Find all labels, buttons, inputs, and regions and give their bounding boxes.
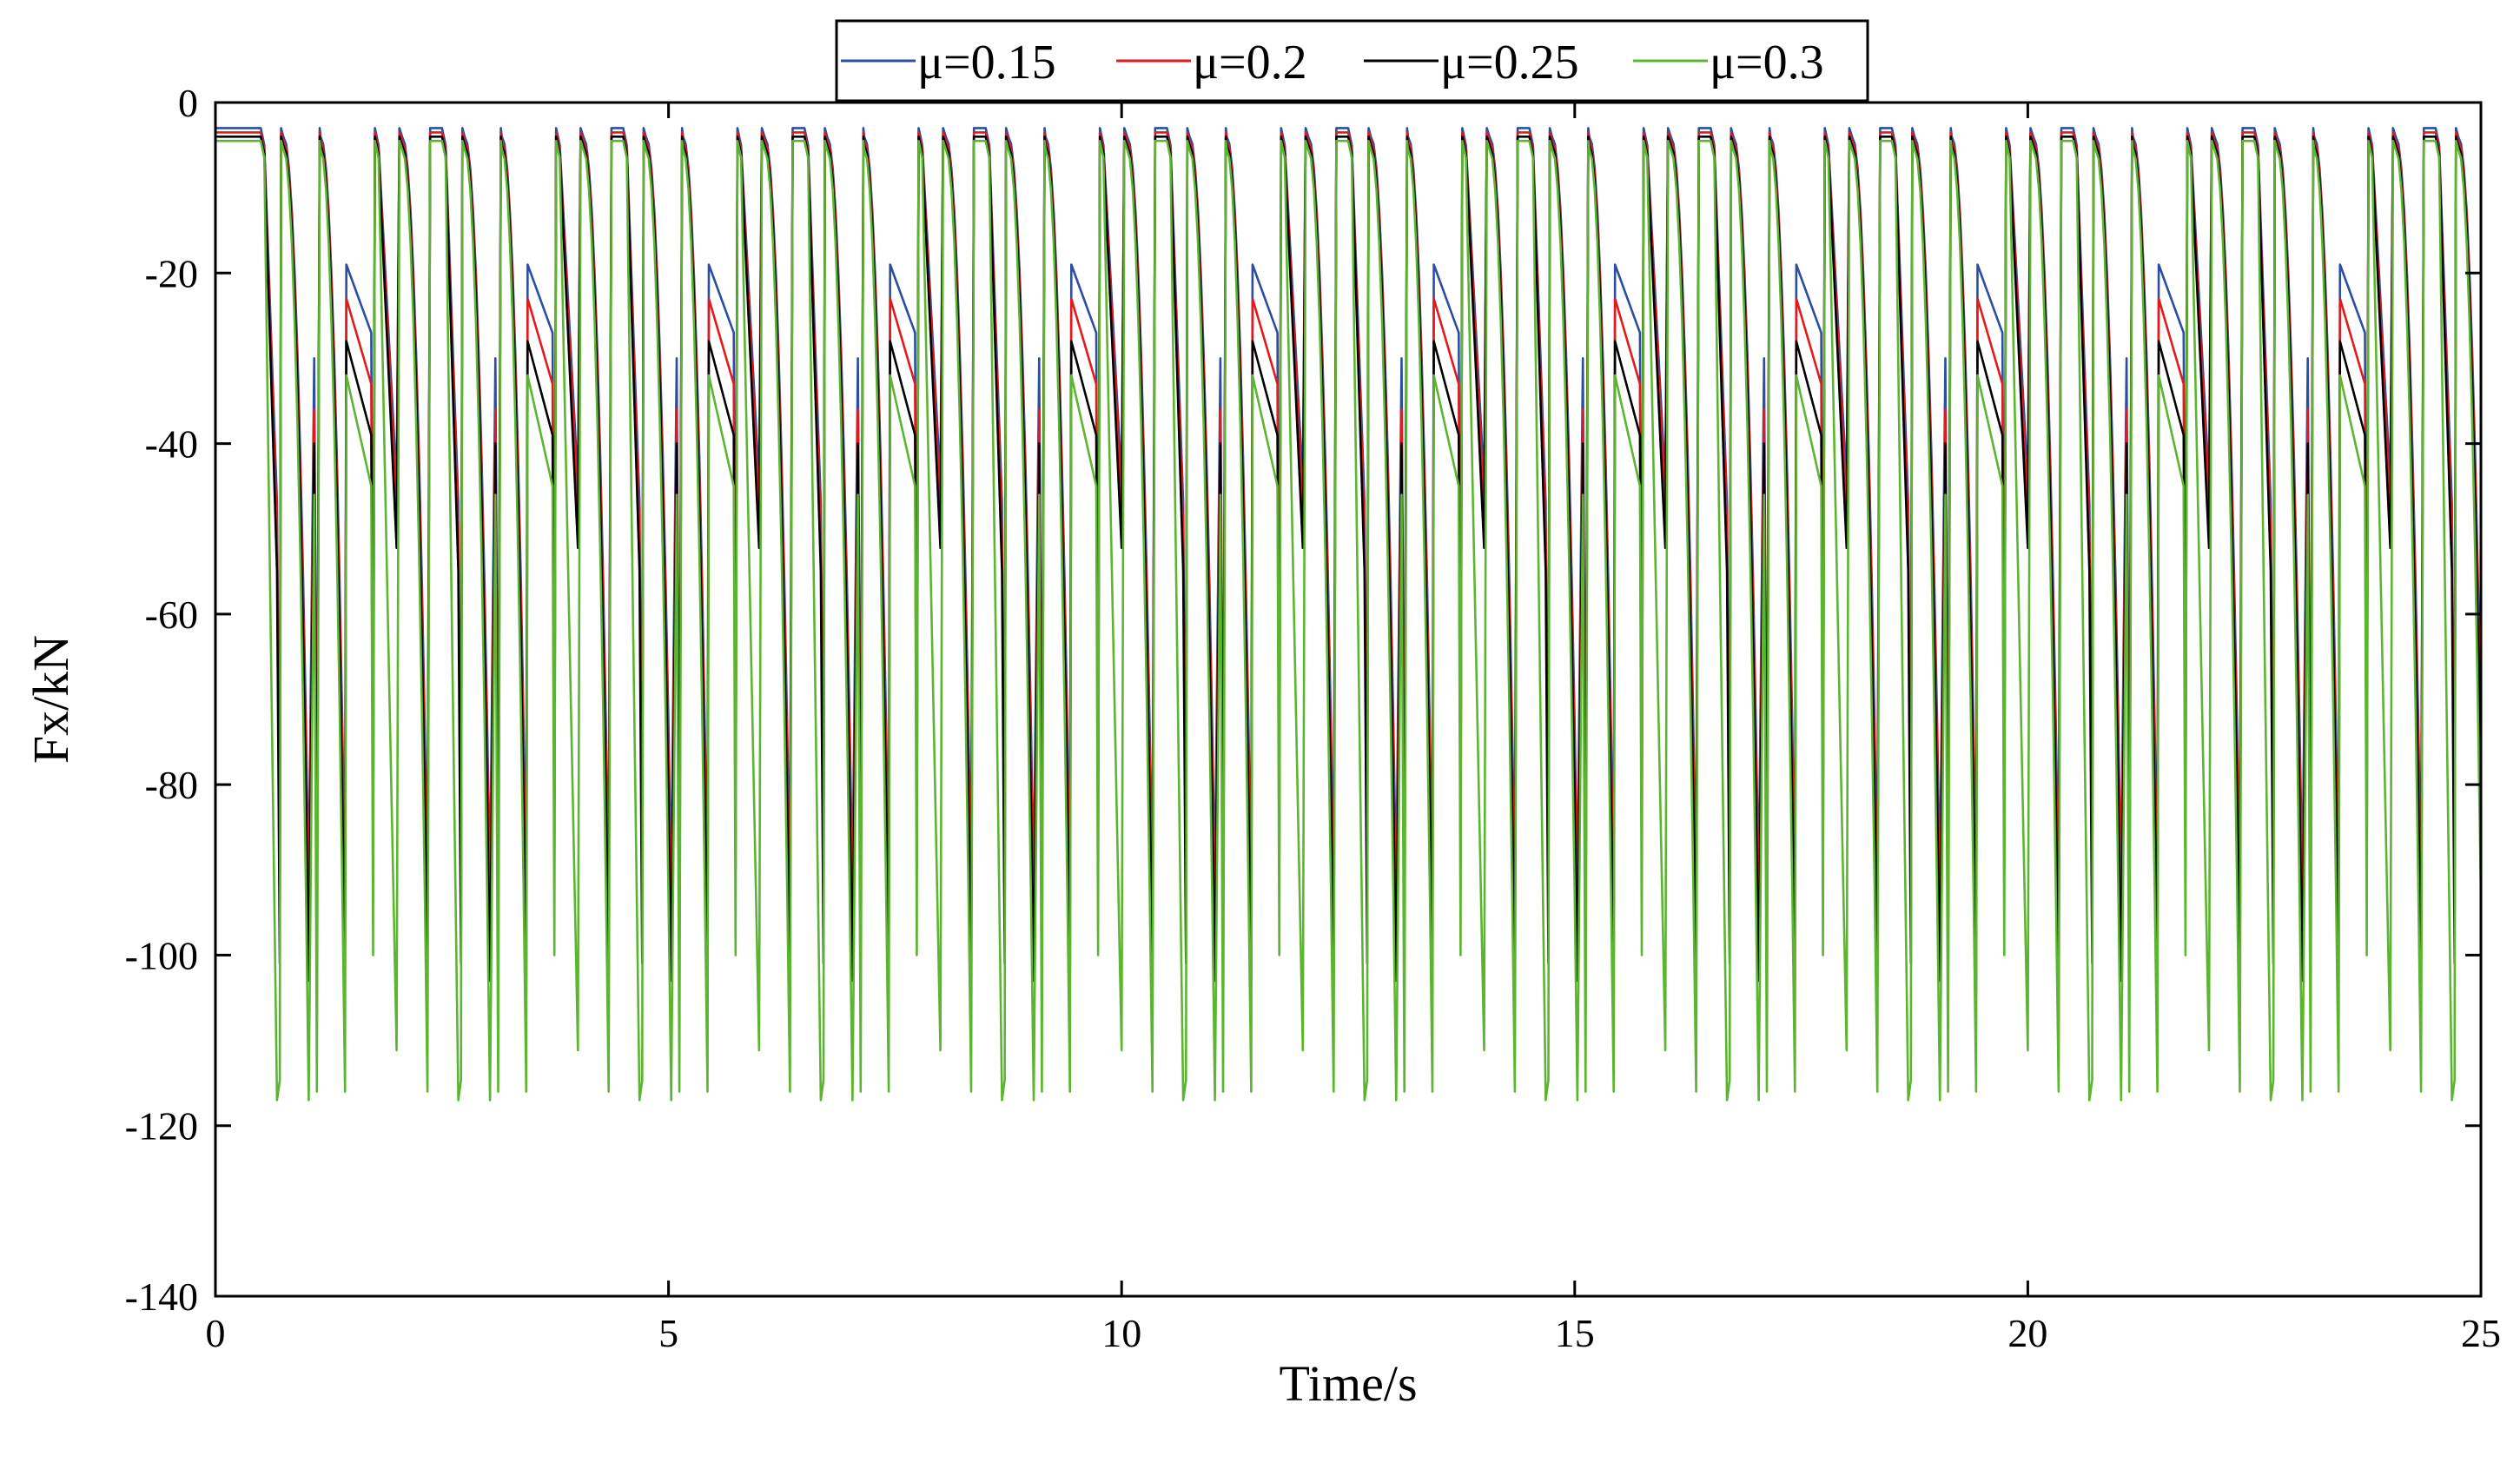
x-tick-label: 25: [2461, 1311, 2501, 1355]
y-tick-label: -40: [145, 422, 198, 467]
series-line-4: [215, 139, 2483, 1102]
y-tick-label: -140: [125, 1274, 198, 1319]
x-axis-label: Time/s: [1279, 1355, 1417, 1412]
legend-label-1: μ=0.15: [917, 36, 1056, 89]
legend-label-2: μ=0.2: [1193, 36, 1307, 89]
x-tick-label: 10: [1101, 1311, 1141, 1355]
legend-label-3: μ=0.25: [1440, 36, 1579, 89]
x-tick-label: 15: [1555, 1311, 1595, 1355]
plot-frame: [214, 101, 2483, 1298]
y-tick-label: -100: [125, 933, 198, 977]
x-tick-label: 20: [2007, 1311, 2047, 1355]
x-tick-label: 5: [658, 1311, 678, 1355]
legend: μ=0.15 μ=0.2 μ=0.25 μ=0.3: [835, 19, 1869, 103]
y-tick-label: 0: [178, 81, 198, 125]
x-axis: 0 5 10 15 20 25: [206, 103, 2501, 1355]
y-tick-label: -20: [145, 251, 198, 295]
y-tick-label: -60: [145, 592, 198, 637]
y-tick-label: -80: [145, 763, 198, 807]
y-tick-label: -120: [125, 1104, 198, 1149]
y-axis: 0 -20 -40 -60 -80 -100 -120 -140: [125, 81, 2481, 1319]
legend-label-4: μ=0.3: [1710, 36, 1824, 89]
x-tick-label: 0: [206, 1311, 226, 1355]
y-axis-label: Fx/kN: [23, 635, 79, 764]
series-layer: [215, 127, 2483, 1102]
